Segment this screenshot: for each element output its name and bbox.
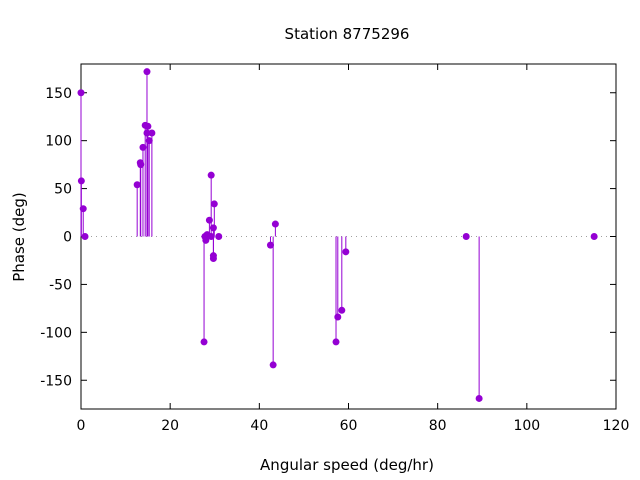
data-point (144, 122, 152, 130)
data-point (145, 137, 153, 145)
y-tick-label: 100 (45, 134, 72, 150)
y-tick-label: 150 (45, 86, 72, 102)
data-point (207, 171, 215, 179)
x-tick-label: 120 (603, 418, 630, 434)
x-tick-label: 20 (161, 418, 179, 434)
data-point (143, 129, 151, 137)
data-point (590, 233, 598, 240)
y-tick-label: 0 (63, 230, 72, 246)
x-tick-label: 80 (429, 418, 447, 434)
data-point (77, 177, 85, 185)
data-point (143, 68, 151, 76)
data-point (332, 338, 340, 346)
y-axis-label: Phase (deg) (10, 192, 28, 282)
data-point (338, 306, 346, 314)
data-point (271, 220, 279, 228)
data-point (200, 338, 208, 346)
y-tick-label: -100 (40, 325, 72, 341)
data-point (133, 181, 141, 189)
data-point (266, 241, 274, 249)
x-tick-label: 60 (340, 418, 358, 434)
data-point (209, 224, 217, 232)
data-point (475, 394, 483, 402)
chart-title: Station 8775296 (285, 25, 410, 43)
y-tick-label: -50 (49, 277, 72, 293)
data-point (210, 200, 218, 208)
data-point (334, 313, 342, 321)
y-tick-label: -150 (40, 373, 72, 389)
data-point (342, 248, 350, 256)
data-point (148, 129, 156, 137)
data-point (207, 233, 215, 240)
data-point (79, 205, 87, 213)
data-point (202, 236, 210, 244)
data-point (77, 89, 85, 97)
x-axis-label: Angular speed (deg/hr) (260, 456, 434, 474)
data-point (269, 361, 277, 369)
data-point (81, 233, 89, 240)
data-point (137, 161, 145, 169)
x-tick-label: 40 (250, 418, 268, 434)
y-tick-label: 50 (54, 182, 72, 198)
x-tick-label: 100 (513, 418, 540, 434)
data-point (209, 255, 217, 263)
data-point (139, 143, 147, 151)
data-point (215, 233, 223, 240)
data-point (205, 216, 213, 224)
x-tick-label: 0 (77, 418, 86, 434)
data-point (462, 233, 470, 240)
